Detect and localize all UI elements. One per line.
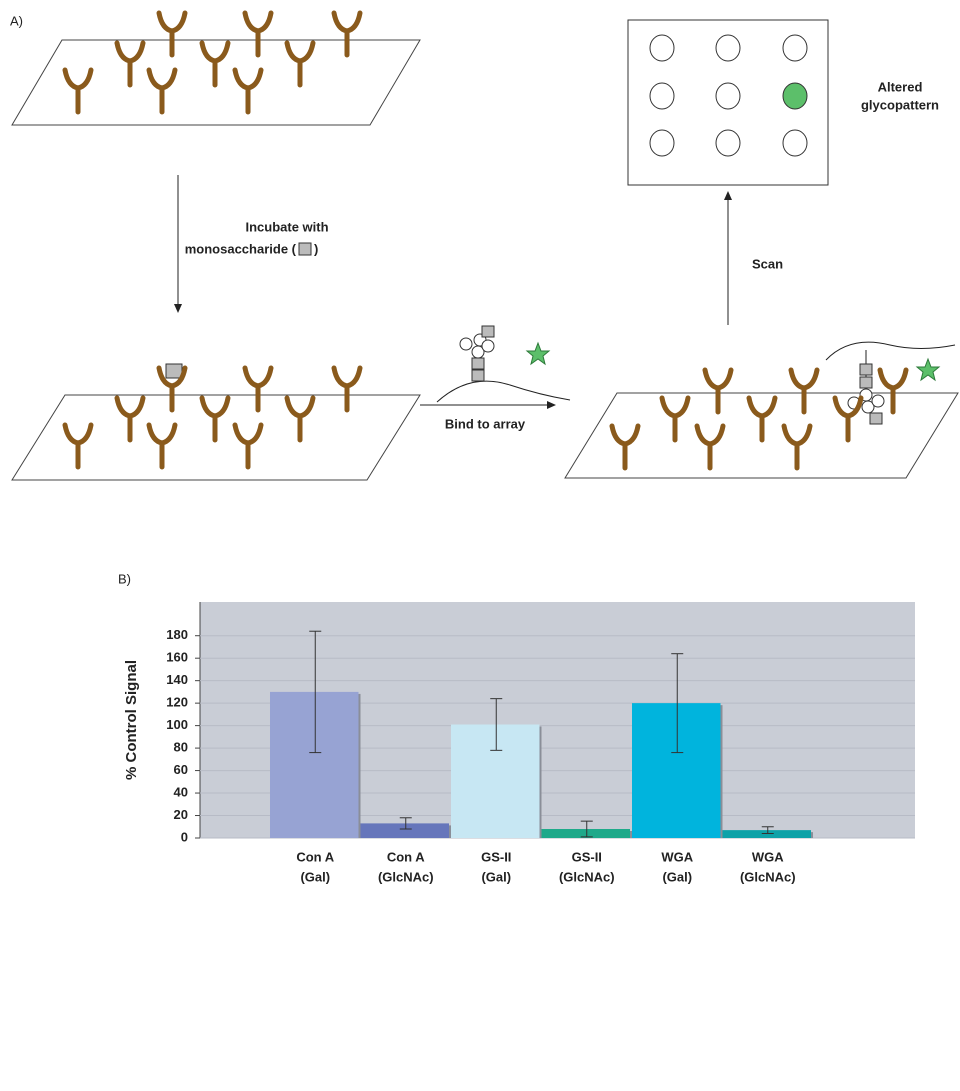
protein	[825, 341, 956, 361]
bar	[722, 830, 811, 838]
antibody	[781, 423, 813, 471]
x-tick-label: (GlcNAc)	[378, 869, 434, 884]
array-spot	[782, 82, 808, 110]
x-tick-label: Con A	[296, 849, 334, 864]
x-tick-label: (Gal)	[300, 869, 330, 884]
array-spot	[649, 129, 675, 157]
antibody	[114, 395, 146, 443]
array-spot	[782, 34, 808, 62]
bar	[632, 703, 721, 838]
antibody	[788, 367, 820, 415]
y-tick-label: 0	[181, 829, 188, 844]
glycan-unit	[471, 369, 485, 382]
antibody	[62, 67, 94, 115]
antibody	[609, 423, 641, 471]
array-plane	[11, 39, 421, 126]
array-spot	[782, 129, 808, 157]
result-label: Altered	[878, 79, 923, 94]
bar	[541, 829, 630, 838]
antibody	[62, 422, 94, 470]
antibody	[659, 395, 691, 443]
antibody	[146, 67, 178, 115]
x-tick-label: (GlcNAc)	[559, 869, 615, 884]
y-tick-label: 100	[166, 717, 188, 732]
antibody	[832, 395, 864, 443]
diagram: A) Incubate with monosaccharide ( ) Bind…	[10, 10, 959, 481]
array-plane	[564, 392, 959, 479]
x-tick-label: (Gal)	[662, 869, 692, 884]
step-label: Scan	[752, 256, 783, 271]
antibody	[199, 40, 231, 88]
x-tick-label: GS-II	[481, 849, 511, 864]
antibody	[232, 67, 264, 115]
y-tick-label: 160	[166, 650, 188, 665]
step-label: Incubate with	[245, 219, 328, 234]
step-label: Bind to array	[445, 416, 526, 431]
panel-label: A)	[10, 13, 23, 28]
y-tick-label: 80	[174, 740, 188, 755]
y-tick-label: 60	[174, 762, 188, 777]
x-tick-label: (GlcNAc)	[740, 869, 796, 884]
bar	[451, 724, 540, 838]
array-spot	[715, 34, 741, 62]
array-spot	[715, 129, 741, 157]
antibody	[284, 395, 316, 443]
bar	[360, 823, 449, 838]
array-spot	[715, 82, 741, 110]
antibody	[114, 40, 146, 88]
x-tick-label: WGA	[752, 849, 784, 864]
antibody	[694, 423, 726, 471]
antibody	[331, 10, 363, 58]
y-tick-label: 20	[174, 807, 188, 822]
array-plane	[11, 394, 421, 481]
glycan-unit	[859, 376, 873, 389]
antibody	[156, 10, 188, 58]
antibody	[146, 422, 178, 470]
x-tick-label: (Gal)	[481, 869, 511, 884]
antibody	[242, 10, 274, 58]
step-label: monosaccharide (	[185, 241, 297, 256]
y-tick-label: 140	[166, 672, 188, 687]
glycan-unit	[861, 400, 875, 414]
glycan-unit	[871, 394, 885, 408]
glycan-unit	[869, 412, 883, 425]
protein	[436, 380, 571, 403]
glycan-unit	[859, 363, 873, 376]
glycan-unit	[481, 339, 495, 353]
array-spot	[649, 34, 675, 62]
antibody	[284, 40, 316, 88]
step-label: )	[314, 241, 318, 256]
antibody	[156, 365, 188, 413]
glycan-unit	[459, 337, 473, 351]
monosaccharide	[165, 363, 183, 379]
label-star	[915, 357, 941, 382]
y-tick-label: 40	[174, 784, 188, 799]
antibody	[199, 395, 231, 443]
monosaccharide-icon	[298, 242, 312, 256]
y-axis-label: % Control Signal	[123, 660, 140, 780]
antibody	[331, 365, 363, 413]
panel-label: B)	[118, 571, 131, 586]
label-star	[525, 341, 551, 366]
antibody	[746, 395, 778, 443]
glycan-unit	[481, 325, 495, 338]
antibody	[877, 367, 909, 415]
y-tick-label: 180	[166, 627, 188, 642]
array-spot	[649, 82, 675, 110]
x-tick-label: GS-II	[572, 849, 602, 864]
x-tick-label: WGA	[661, 849, 693, 864]
x-tick-label: Con A	[387, 849, 425, 864]
result-label: glycopattern	[861, 97, 939, 112]
y-tick-label: 120	[166, 695, 188, 710]
bar	[270, 691, 359, 838]
glycan-unit	[471, 357, 485, 370]
antibody	[232, 422, 264, 470]
antibody	[242, 365, 274, 413]
antibody	[702, 367, 734, 415]
